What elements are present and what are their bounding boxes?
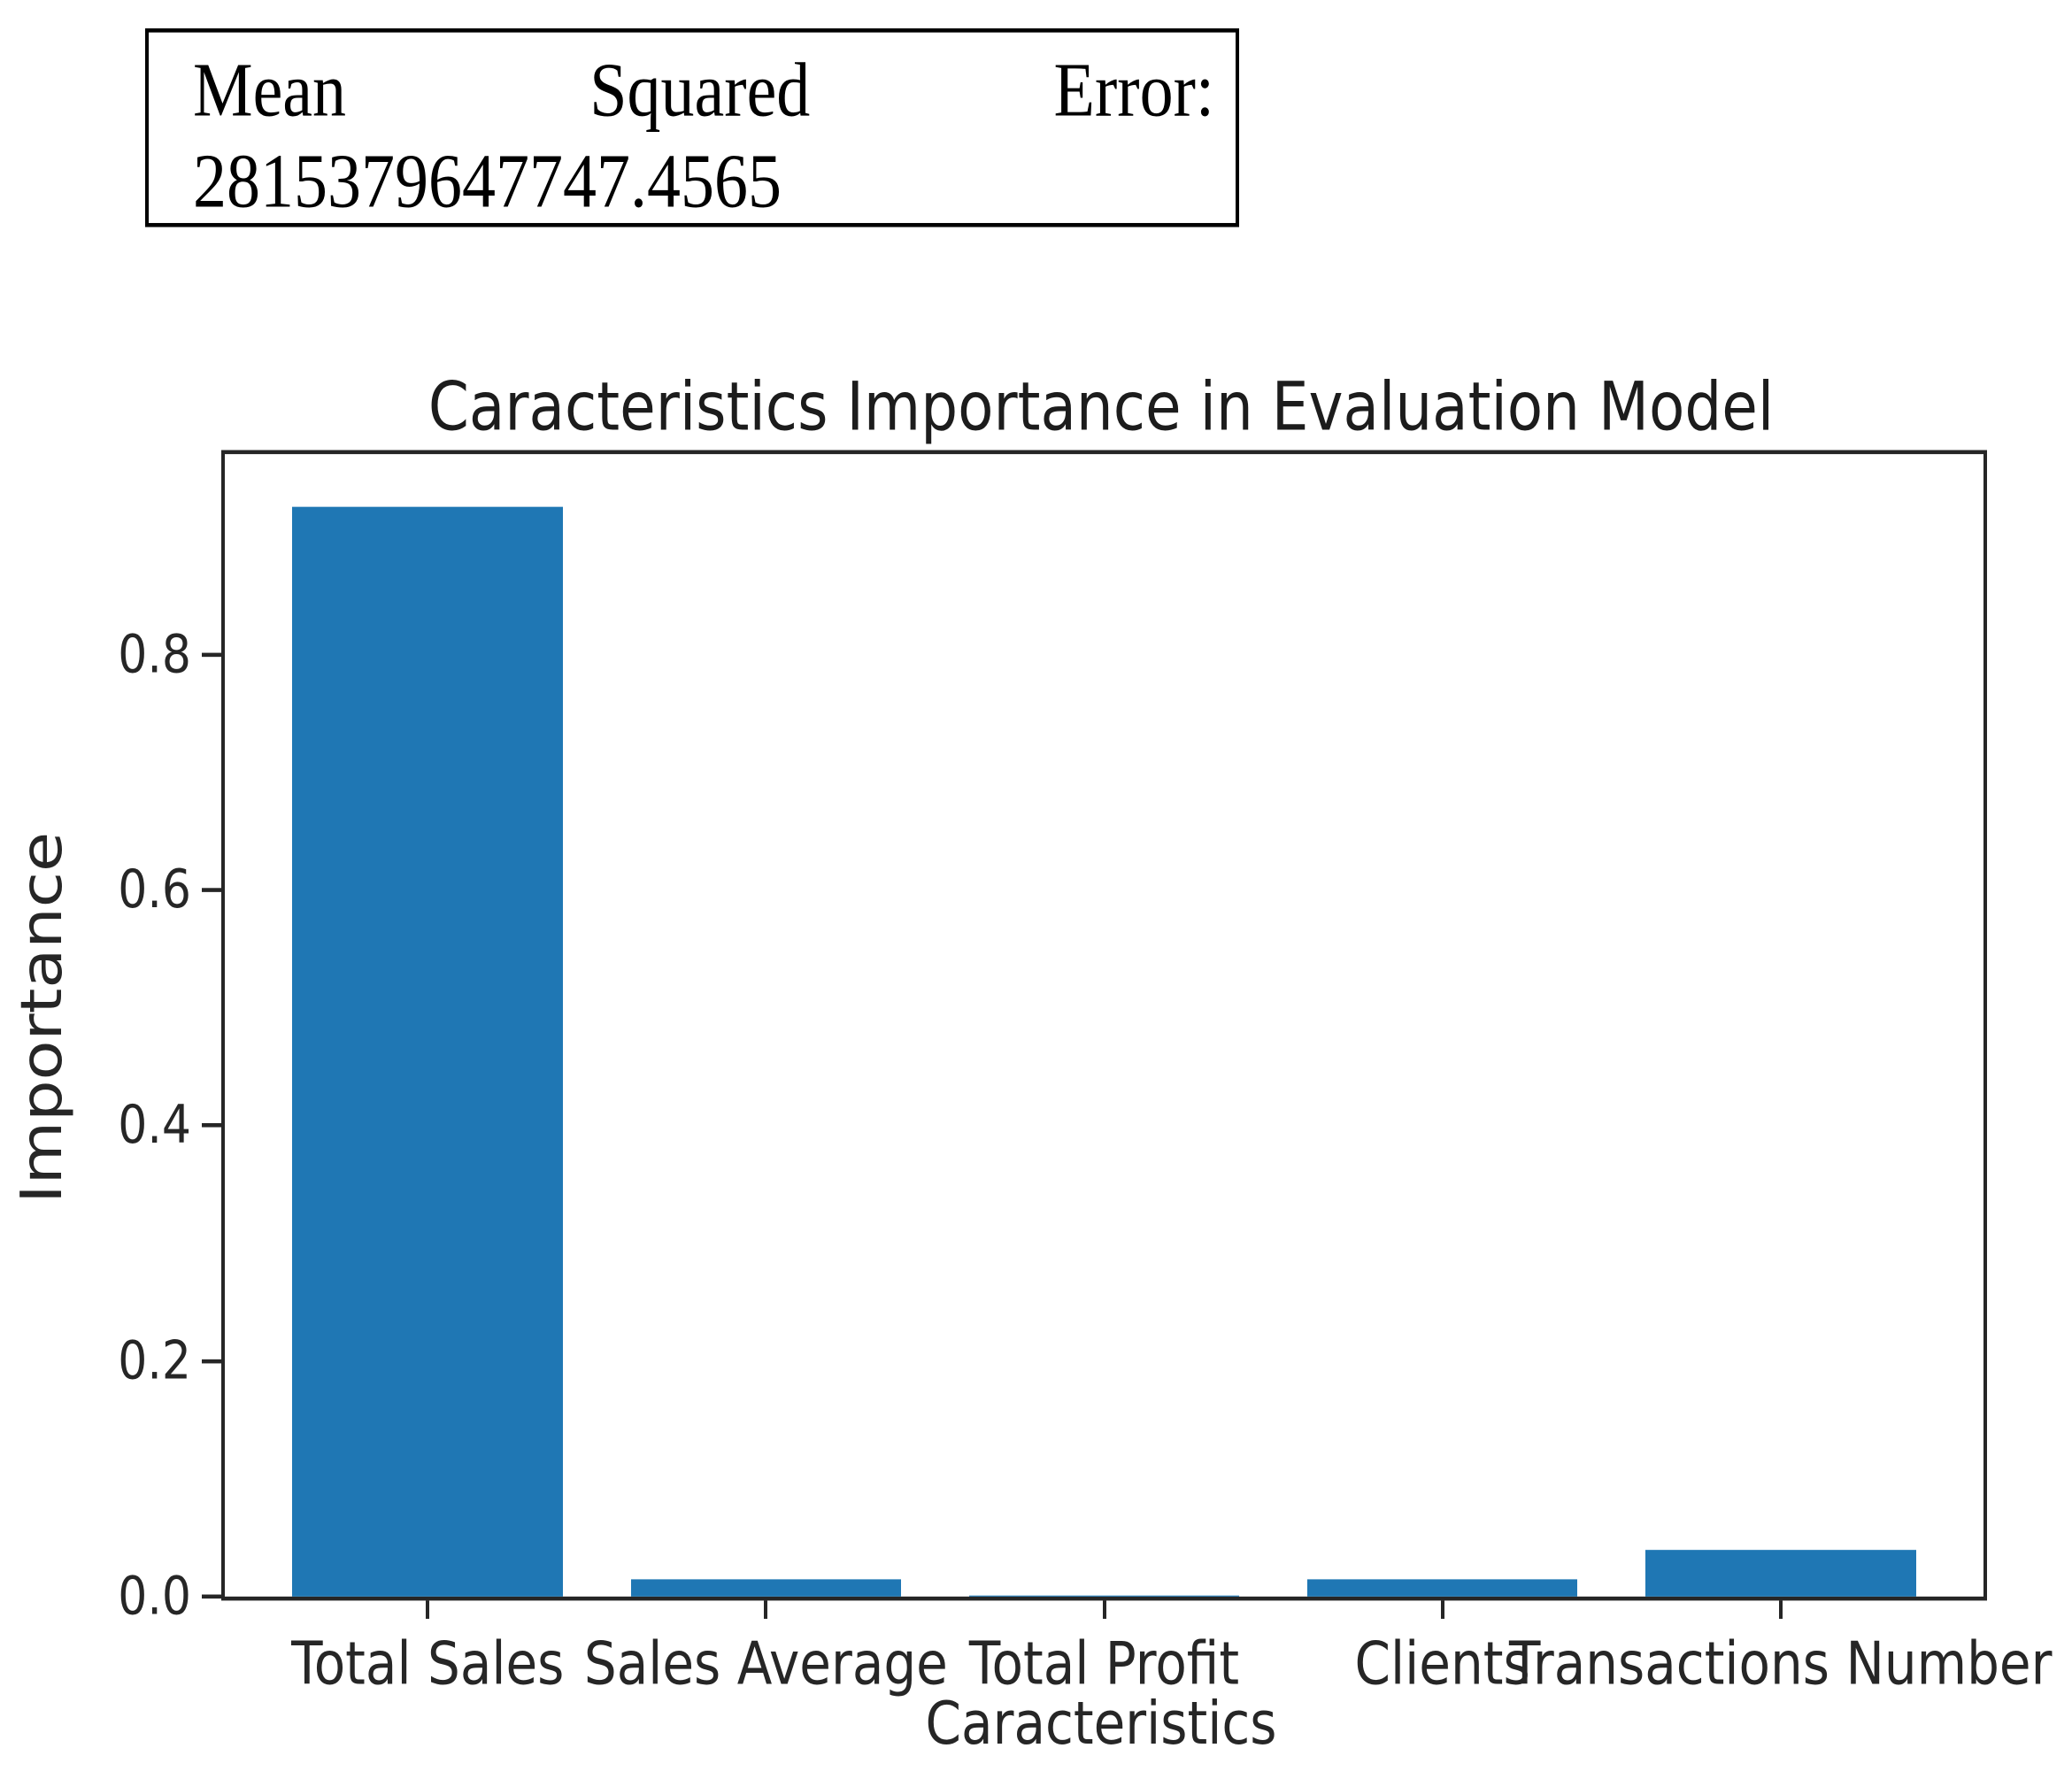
mse-word: Mean: [193, 47, 347, 134]
bar-transactions-number: [1645, 1549, 1916, 1597]
mse-word: Squared: [589, 47, 811, 134]
y-tick-label-0.4: 0.4: [118, 1095, 191, 1156]
y-tick-mark-0.2: [202, 1359, 221, 1363]
bar-total-sales: [292, 506, 564, 1597]
x-tick-label-transactions-number: Transactions Number: [1508, 1629, 2053, 1698]
y-tick-mark-0.6: [202, 888, 221, 892]
y-tick-label-0.8: 0.8: [118, 623, 191, 685]
chart-title: Caracteristics Importance in Evaluation …: [427, 367, 1775, 446]
mse-value: 2815379647747.4565: [193, 138, 782, 225]
x-tick-label-clients: Clients: [1354, 1629, 1530, 1698]
y-tick-label-0.2: 0.2: [118, 1330, 191, 1392]
bar-sales-average: [630, 1578, 902, 1597]
y-tick-mark-0.0: [202, 1594, 221, 1599]
x-tick-mark-total-sales: [426, 1600, 430, 1620]
mse-output-box: Mean Squared Error: 2815379647747.4565: [145, 28, 1239, 227]
x-tick-mark-total-profit: [1102, 1600, 1106, 1620]
x-tick-label-total-sales: Total Sales: [291, 1629, 565, 1698]
y-tick-mark-0.8: [202, 652, 221, 657]
x-tick-label-total-profit: Total Profit: [968, 1629, 1240, 1698]
x-tick-label-sales-average: Sales Average: [583, 1629, 948, 1698]
y-tick-label-0.6: 0.6: [118, 859, 191, 920]
bar-clients: [1306, 1578, 1578, 1597]
y-axis-label: Importance: [10, 831, 75, 1204]
bar-total-profit: [968, 1595, 1240, 1597]
x-axis-label: Caracteristics: [925, 1689, 1277, 1758]
y-tick-mark-0.4: [202, 1123, 221, 1128]
plot-area: Total Sales Sales Average Total Profit Clie…: [118, 450, 2052, 1698]
x-tick-mark-sales-average: [764, 1600, 768, 1620]
x-tick-mark-clients: [1440, 1600, 1444, 1620]
y-tick-label-0.0: 0.0: [118, 1566, 191, 1628]
mse-word: Error:: [1053, 47, 1214, 134]
x-tick-mark-transactions-number: [1778, 1600, 1783, 1620]
mse-label-line: Mean Squared Error:: [193, 44, 1214, 135]
